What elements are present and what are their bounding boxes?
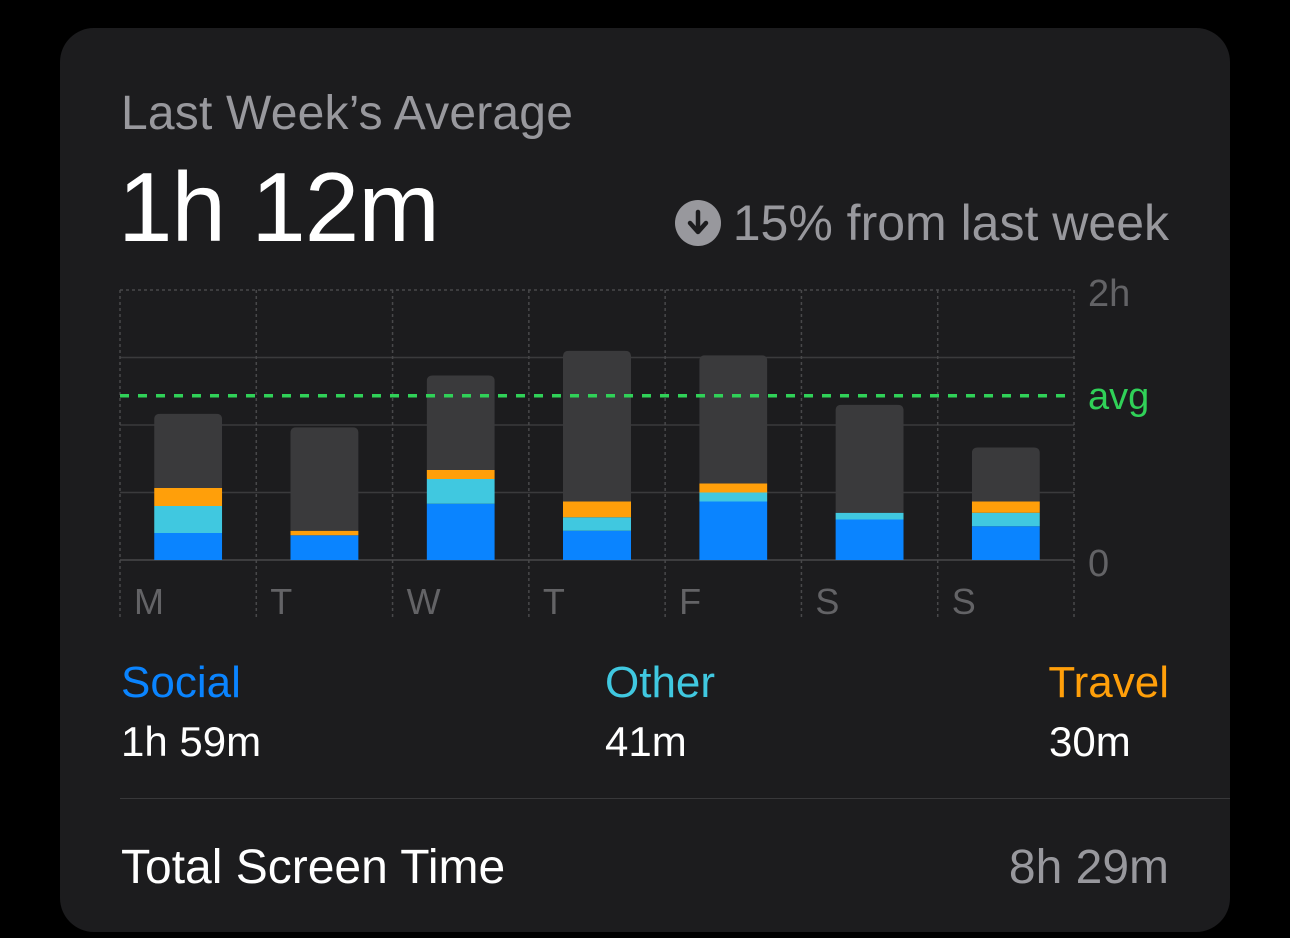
bar-segment-other [699,492,768,502]
bar-segment-travel [563,501,631,518]
day-tick-label: S [952,581,976,622]
arrow-down-circle-icon [674,200,721,246]
bar-segment-social [699,501,768,560]
bar-segment-other [154,506,223,533]
day-tick-label: T [543,581,565,622]
divider [120,798,1230,799]
legend-travel-label: Travel [1048,658,1169,707]
bar-segment-travel [699,483,768,493]
legend-travel-value: 30m [1049,718,1131,765]
bar-segment-social [971,526,1040,560]
total-screen-time-label: Total Screen Time [121,841,506,894]
bar-segment-remaining [971,447,1040,502]
y-tick-label-zero: 0 [1088,543,1109,585]
screen-time-card[interactable]: Last Week’s Average 1h 12m 15% from last… [60,28,1230,932]
bar-segment-travel [426,470,495,479]
bar-segment-travel [971,501,1040,513]
y-tick-label-max: 2h [1088,273,1130,315]
bar-segment-social [563,530,631,560]
bar-segment-social [426,503,495,560]
bar-segment-remaining [426,375,495,470]
bar-segment-other [835,512,904,520]
bar-segment-remaining [699,355,768,484]
card-subtitle: Last Week’s Average [121,87,574,140]
day-tick-label: F [679,581,701,622]
legend-social-label: Social [121,658,241,707]
bar-segment-remaining [290,427,359,531]
bar-segment-social [835,519,904,560]
weekly-change: 15% from last week [674,194,1169,252]
day-tick-label: M [134,581,164,622]
bar-segment-remaining [835,404,904,513]
bar-segment-other [563,517,631,531]
bar-segment-other [971,512,1040,527]
bar-segment-travel [154,488,223,506]
total-screen-time-value: 8h 29m [1008,841,1169,894]
bar-segment-travel [290,530,359,536]
legend-other-label: Other [605,658,716,707]
bar-segment-remaining [154,413,223,488]
bar-segment-social [290,535,359,560]
average-label: avg [1088,376,1149,418]
bar-segment-other [426,479,495,504]
bar-segment-social [154,533,223,560]
bar-segment-remaining [563,350,631,502]
day-tick-label: T [270,581,292,622]
day-tick-label: W [407,581,441,622]
average-value: 1h 12m [118,152,440,262]
day-tick-label: S [815,581,839,622]
legend-other-value: 41m [605,718,687,765]
legend-social-value: 1h 59m [121,718,262,765]
change-text: 15% from last week [732,195,1169,251]
